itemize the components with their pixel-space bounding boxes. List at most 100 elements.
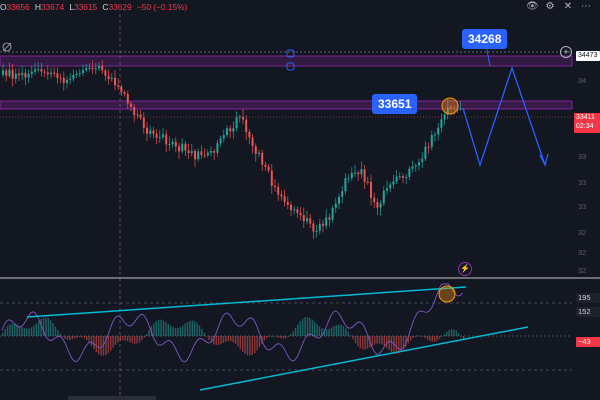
histogram-bar xyxy=(215,336,217,346)
price-highlight xyxy=(441,97,459,115)
histogram-bar xyxy=(395,336,397,354)
histogram-bar xyxy=(38,321,40,336)
histogram-bar xyxy=(95,336,97,352)
candle-body xyxy=(245,119,248,133)
add-alert-button[interactable]: + xyxy=(560,46,572,58)
histogram-bar xyxy=(69,336,71,340)
histogram-bar xyxy=(302,318,304,336)
histogram-bar xyxy=(146,333,148,336)
histogram-bar xyxy=(412,336,414,339)
candle-body xyxy=(40,69,43,72)
histogram-bar xyxy=(462,336,465,340)
histogram-bar xyxy=(388,336,390,351)
candle-body xyxy=(338,196,340,204)
oscillator-highlight xyxy=(438,285,456,303)
candle-body xyxy=(306,218,308,222)
histogram-bar xyxy=(407,336,409,344)
histogram-bar xyxy=(390,336,393,353)
candle-body xyxy=(424,146,427,159)
histogram-bar xyxy=(107,336,109,354)
faded-axis-tick: 32 xyxy=(578,228,587,237)
candle-body xyxy=(258,152,260,155)
histogram-bar xyxy=(239,336,241,350)
upper-trendline[interactable] xyxy=(26,286,467,318)
eye-icon[interactable]: 👁 xyxy=(526,1,539,12)
settings-icon[interactable]: ⚙ xyxy=(545,1,555,12)
ohlc-legend: O33656 H33674 L33615 C33629 −50 (−0.15%) xyxy=(0,2,187,12)
candle-body xyxy=(94,68,97,70)
projection-path[interactable] xyxy=(462,65,546,168)
histogram-bar xyxy=(234,336,237,344)
candle-body xyxy=(30,71,33,74)
candle-body xyxy=(277,186,280,195)
zone-handle-bottom[interactable] xyxy=(286,62,295,71)
candle-body xyxy=(334,203,337,208)
faded-axis-tick: 33 xyxy=(578,152,587,161)
histogram-bar xyxy=(258,336,261,348)
histogram-bar xyxy=(350,335,352,337)
zone-handle-top[interactable] xyxy=(286,49,295,58)
crosshair-icon[interactable] xyxy=(2,42,12,52)
candle-body xyxy=(248,132,251,138)
histogram-bar xyxy=(28,328,30,336)
histogram-bar xyxy=(218,336,220,345)
more-icon[interactable]: ⋯ xyxy=(581,1,591,12)
histogram-bar xyxy=(179,327,181,336)
candle-body xyxy=(174,141,177,147)
histogram-bar xyxy=(443,334,445,336)
histogram-bar xyxy=(230,336,232,342)
histogram-bar xyxy=(206,336,208,337)
candle-body xyxy=(274,185,276,187)
candle-body xyxy=(357,172,360,175)
lightning-icon[interactable]: ⚡ xyxy=(458,262,472,276)
candle-body xyxy=(216,143,219,153)
candle-body xyxy=(408,168,411,177)
candle-body xyxy=(299,212,302,216)
histogram-bar xyxy=(359,336,361,349)
close-icon[interactable]: ✕ xyxy=(563,1,573,12)
candle-body xyxy=(14,73,17,79)
candle-body xyxy=(267,166,270,171)
candle-body xyxy=(453,108,456,110)
candle-body xyxy=(421,158,424,163)
histogram-bar xyxy=(294,327,297,336)
lower-trendline[interactable] xyxy=(199,326,529,391)
time-scrollbar[interactable] xyxy=(68,396,156,400)
faded-axis-tick: 33 xyxy=(578,178,587,187)
histogram-bar xyxy=(280,336,282,339)
current-price-callout[interactable]: 33651 xyxy=(372,94,418,114)
histogram-bar xyxy=(162,320,165,336)
candle-body xyxy=(110,77,113,79)
candle-body xyxy=(414,165,417,167)
histogram-bar xyxy=(249,336,251,356)
histogram-bar xyxy=(100,336,102,356)
support-zone[interactable] xyxy=(0,100,573,110)
crosshair-icon-slash xyxy=(2,42,12,52)
resistance-zone[interactable] xyxy=(0,55,573,67)
histogram-bar xyxy=(400,336,402,352)
histogram-bar xyxy=(297,324,299,336)
histogram-bar xyxy=(347,331,349,336)
candle-body xyxy=(50,72,52,75)
candle-body xyxy=(197,151,200,160)
oscillator-histogram xyxy=(2,317,465,356)
low-value: 33615 xyxy=(74,2,98,12)
histogram-bar xyxy=(88,336,90,343)
histogram-bar xyxy=(287,336,289,337)
histogram-bar xyxy=(311,319,313,336)
histogram-bar xyxy=(275,336,277,337)
candle-body xyxy=(133,106,136,116)
candle-body xyxy=(395,176,398,182)
histogram-bar xyxy=(225,336,227,342)
histogram-bar xyxy=(119,336,121,342)
candle-body xyxy=(88,67,91,69)
histogram-bar xyxy=(330,327,333,336)
osc-upper-label: 195 xyxy=(576,293,600,303)
candle-body xyxy=(315,230,318,232)
candle-body xyxy=(360,169,363,175)
target-price-callout[interactable]: 34268 xyxy=(462,29,508,49)
histogram-bar xyxy=(201,328,203,336)
histogram-bar xyxy=(105,336,107,355)
histogram-bar xyxy=(374,336,376,345)
